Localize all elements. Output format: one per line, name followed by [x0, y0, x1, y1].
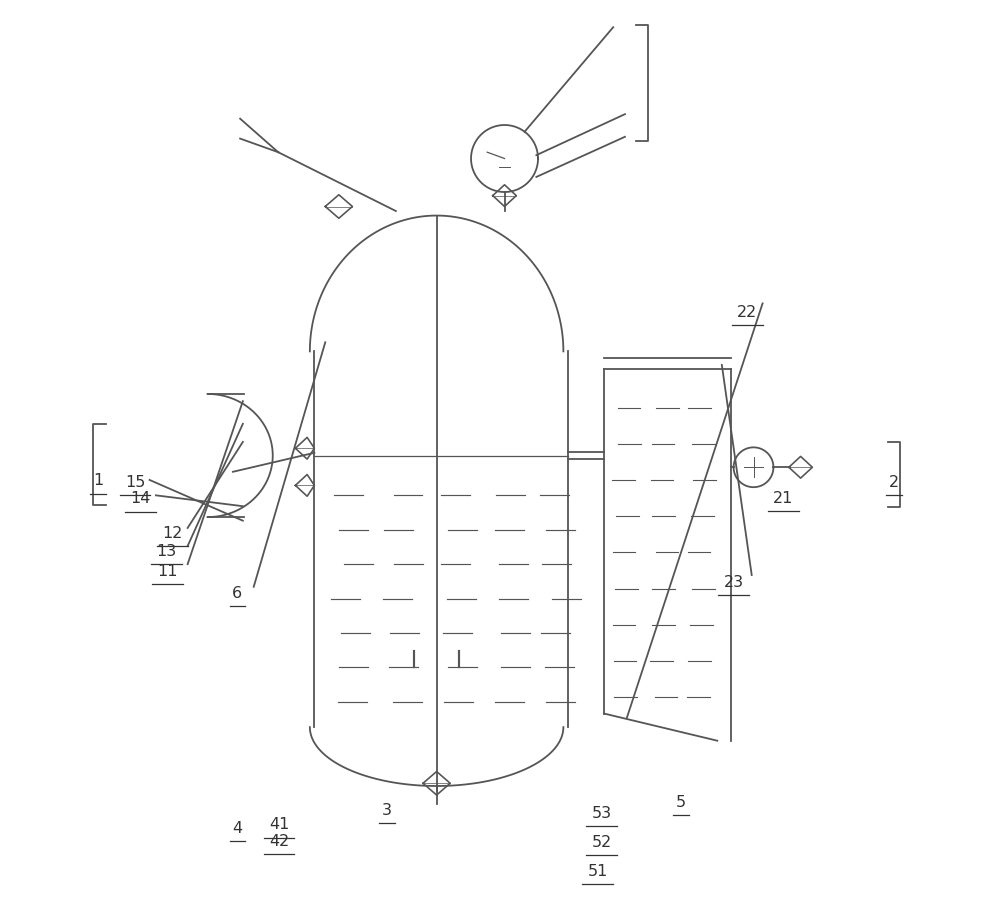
Text: 53: 53 [591, 805, 611, 821]
Text: 21: 21 [773, 490, 794, 506]
Text: 6: 6 [232, 586, 242, 600]
Text: 1: 1 [93, 474, 103, 488]
Text: 11: 11 [157, 564, 178, 578]
Text: 14: 14 [130, 491, 151, 507]
Text: 12: 12 [162, 526, 182, 541]
Text: 22: 22 [737, 305, 757, 320]
Text: 15: 15 [125, 476, 145, 490]
Text: 2: 2 [889, 476, 899, 490]
Text: 5: 5 [676, 794, 686, 810]
Text: 4: 4 [232, 821, 242, 836]
Text: 23: 23 [724, 575, 744, 589]
Text: 3: 3 [382, 803, 392, 818]
Text: 52: 52 [591, 834, 612, 850]
Text: 42: 42 [269, 834, 289, 849]
Text: 13: 13 [157, 544, 177, 559]
Text: 41: 41 [269, 817, 289, 833]
Text: 51: 51 [588, 864, 608, 878]
